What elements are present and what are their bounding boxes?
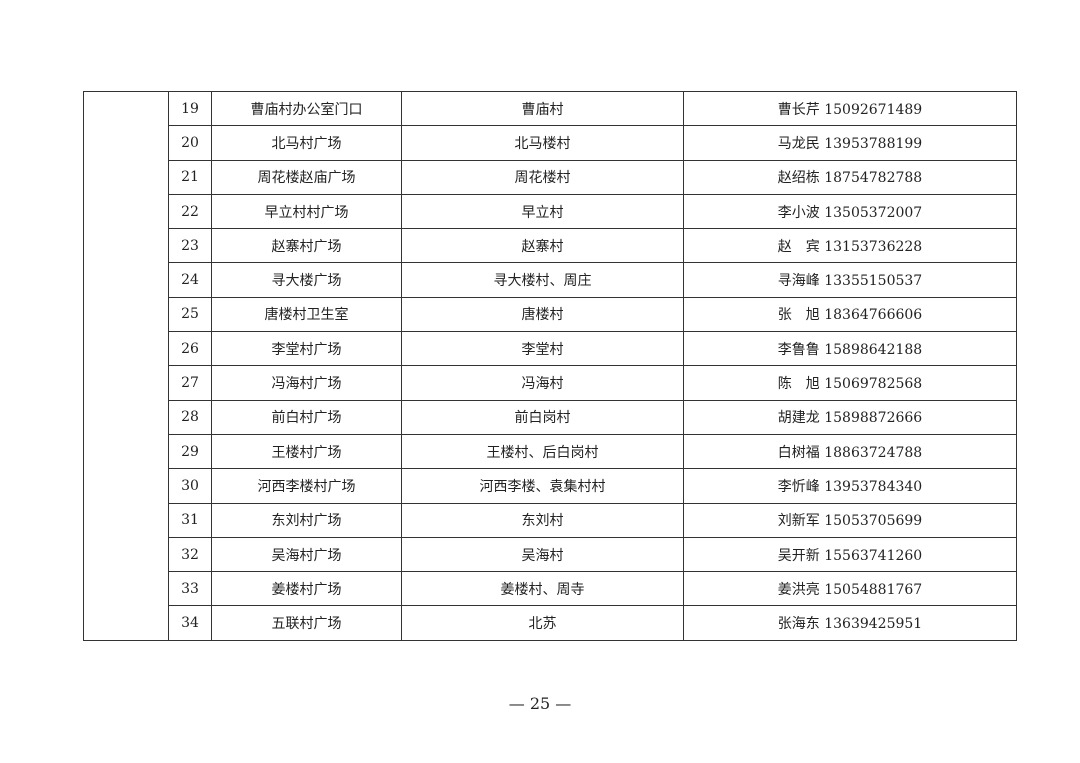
row-number: 25 — [168, 296, 212, 333]
contact-person: 马龙民 13953788199 — [683, 125, 1017, 161]
village-name: 吴海村 — [401, 536, 684, 573]
village-name: 早立村 — [401, 193, 684, 230]
table-row: 21 周花楼赵庙广场 周花楼村 赵绍栋 18754782788 — [84, 159, 1017, 195]
site-name: 河西李楼村广场 — [211, 468, 402, 504]
village-name: 曹庙村 — [401, 90, 684, 127]
table-row: 32 吴海村广场 吴海村 吴开新 15563741260 — [84, 536, 1017, 573]
contact-person: 吴开新 15563741260 — [683, 536, 1017, 573]
row-number: 27 — [168, 365, 212, 401]
row-number: 24 — [168, 262, 212, 298]
site-name: 北马村广场 — [211, 125, 402, 161]
table-row: 25 唐楼村卫生室 唐楼村张 旭 18364766606 — [84, 296, 1017, 333]
site-name: 曹庙村办公室门口 — [211, 90, 402, 127]
contact-person: 李鲁鲁 15898642188 — [683, 331, 1017, 367]
table-row: 24 寻大楼广场 寻大楼村、周庄 寻海峰 13355150537 — [84, 262, 1017, 298]
site-name: 东刘村广场 — [211, 502, 402, 538]
table-row: 19 曹庙村办公室门口 曹庙村 曹长芹 15092671489 — [83, 90, 1017, 641]
table-row: 28 前白村广场 前白岗村 胡建龙 15898872666 — [84, 399, 1017, 435]
row-number: 26 — [168, 331, 212, 367]
row-number: 19 — [168, 90, 212, 127]
site-name: 唐楼村卫生室 — [211, 296, 402, 333]
village-name: 赵寨村 — [401, 228, 684, 264]
village-name: 河西李楼、袁集村村 — [401, 468, 684, 504]
site-name: 前白村广场 — [211, 399, 402, 435]
page-number: — 25 — — [508, 694, 572, 713]
contact-person: 李小波 13505372007 — [683, 193, 1017, 230]
site-name: 冯海村广场 — [211, 365, 402, 401]
row-number: 22 — [168, 193, 212, 230]
table-row: 29 王楼村广场 王楼村、后白岗村 白树福 18863724788 — [84, 433, 1017, 470]
site-name: 李堂村广场 — [211, 331, 402, 367]
contact-person: 寻海峰 13355150537 — [683, 262, 1017, 298]
table-row: 33 姜楼村广场 姜楼村、周寺 姜洪亮 15054881767 — [84, 571, 1017, 607]
table-row: 20 北马村广场 北马楼村 马龙民 13953788199 — [84, 125, 1017, 161]
village-name: 前白岗村 — [401, 399, 684, 435]
village-name: 姜楼村、周寺 — [401, 571, 684, 607]
row-number: 32 — [168, 536, 212, 573]
contact-person: 张 旭 18364766606 — [683, 296, 1017, 333]
row-number: 20 — [168, 125, 212, 161]
contact-person: 刘新军 15053705699 — [683, 502, 1017, 538]
village-name: 李堂村 — [401, 331, 684, 367]
site-name: 五联村广场 — [211, 605, 402, 641]
contact-person: 姜洪亮 15054881767 — [683, 571, 1017, 607]
contact-person: 曹长芹 15092671489 — [683, 90, 1017, 127]
village-name: 东刘村 — [401, 502, 684, 538]
site-name: 周花楼赵庙广场 — [211, 159, 402, 195]
village-name: 王楼村、后白岗村 — [401, 433, 684, 470]
contact-person: 白树福 18863724788 — [683, 433, 1017, 470]
row-number: 23 — [168, 228, 212, 264]
row-number: 30 — [168, 468, 212, 504]
row-number: 21 — [168, 159, 212, 195]
table-row: 23 赵寨村广场 赵寨村赵 宾 13153736228 — [84, 228, 1017, 264]
row-number: 33 — [168, 571, 212, 607]
table-row: 30 河西李楼村广场 河西李楼、袁集村村 李忻峰 13953784340 — [84, 468, 1017, 504]
row-number: 28 — [168, 399, 212, 435]
village-name: 北马楼村 — [401, 125, 684, 161]
village-name: 冯海村 — [401, 365, 684, 401]
table-row: 22 早立村村广场 早立村 李小波 13505372007 — [84, 193, 1017, 230]
row-number: 31 — [168, 502, 212, 538]
contact-person: 赵 宾 13153736228 — [683, 228, 1017, 264]
site-name: 赵寨村广场 — [211, 228, 402, 264]
contact-person: 赵绍栋 18754782788 — [683, 159, 1017, 195]
table-row: 27 冯海村广场 冯海村陈 旭 15069782568 — [84, 365, 1017, 401]
table-row: 31 东刘村广场 东刘村 刘新军 15053705699 — [84, 502, 1017, 538]
site-name: 吴海村广场 — [211, 536, 402, 573]
contact-person: 张海东 13639425951 — [683, 605, 1017, 641]
site-name: 姜楼村广场 — [211, 571, 402, 607]
site-name: 王楼村广场 — [211, 433, 402, 470]
village-name: 寻大楼村、周庄 — [401, 262, 684, 298]
merged-region-cell — [83, 91, 169, 641]
contact-person: 陈 旭 15069782568 — [683, 365, 1017, 401]
table-row: 26 李堂村广场 李堂村 李鲁鲁 15898642188 — [84, 331, 1017, 367]
village-name: 北苏 — [401, 605, 684, 641]
row-number: 29 — [168, 433, 212, 470]
contact-person: 胡建龙 15898872666 — [683, 399, 1017, 435]
contact-person: 李忻峰 13953784340 — [683, 468, 1017, 504]
site-name: 寻大楼广场 — [211, 262, 402, 298]
site-name: 早立村村广场 — [211, 193, 402, 230]
row-number: 34 — [168, 605, 212, 641]
village-name: 唐楼村 — [401, 296, 684, 333]
village-name: 周花楼村 — [401, 159, 684, 195]
site-table: 19 曹庙村办公室门口 曹庙村 曹长芹 15092671489 20 北马村广场 北马楼村马… — [83, 90, 1017, 641]
table-row: 34 五联村广场 北苏 张海东 13639425951 — [84, 605, 1017, 641]
